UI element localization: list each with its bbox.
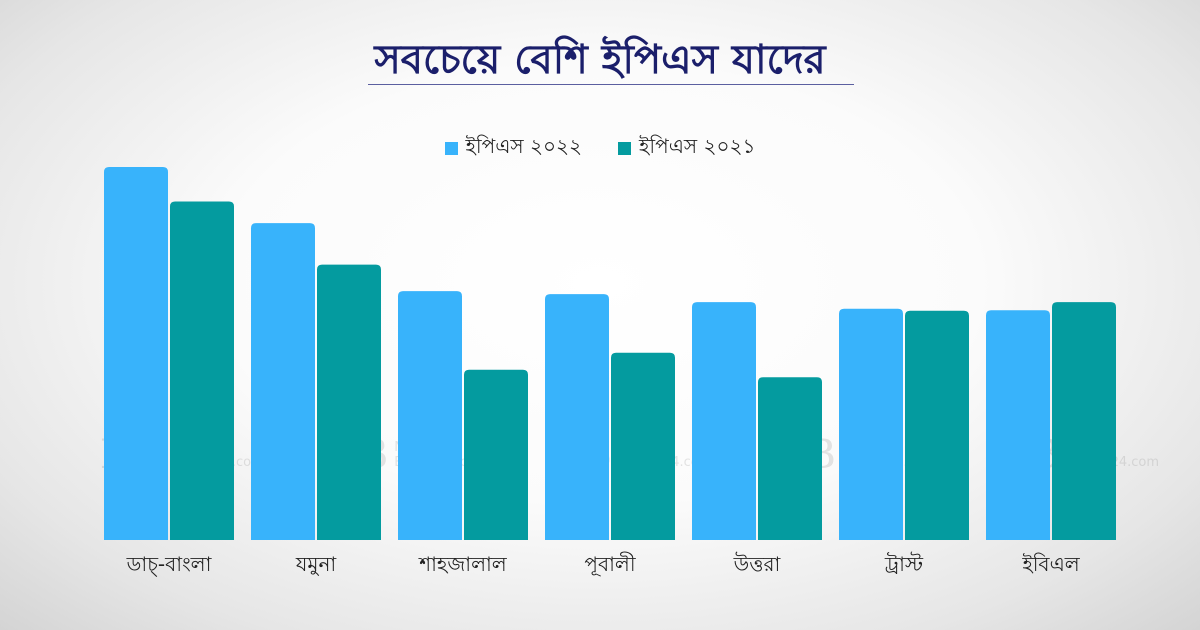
- bar-2022: [986, 310, 1050, 540]
- bar-2022: [839, 308, 903, 540]
- legend-item-2021: ইপিএস ২০২১: [618, 132, 756, 165]
- bar-2022: [104, 167, 168, 540]
- bar-2021: [758, 377, 822, 540]
- x-tick-label: ইবিএল: [1021, 552, 1080, 576]
- x-tick-label: পূবালী: [584, 552, 635, 576]
- legend-swatch-2021: [618, 142, 632, 155]
- bar-2021: [464, 369, 528, 540]
- x-tick-label: ট্রাস্ট: [884, 552, 924, 576]
- legend-label-2022: ইপিএস ২০২২: [465, 134, 583, 158]
- bar-2021: [1052, 302, 1116, 540]
- bar-2022: [251, 223, 315, 540]
- legend: ইপিএস ২০২২ ইপিএস ২০২১: [0, 132, 1200, 165]
- legend-label-2021: ইপিএস ২০২১: [639, 134, 756, 158]
- bar-2021: [170, 201, 234, 540]
- x-tick-label: উত্তরা: [733, 552, 782, 576]
- bar-2022: [398, 291, 462, 540]
- x-tick-label: ডাচ্-বাংলা: [126, 552, 213, 577]
- title-underline: [368, 84, 854, 85]
- chart-title: সবচেয়ে বেশি ইপিএস যাদের: [374, 37, 826, 83]
- x-tick-label: শাহজালাল: [418, 552, 508, 576]
- bar-2022: [692, 302, 756, 540]
- x-tick-label: যমুনা: [295, 552, 338, 576]
- bar-2021: [611, 352, 675, 540]
- bar-2022: [545, 294, 609, 540]
- bar-2021: [905, 310, 969, 540]
- bar-2021: [317, 264, 381, 540]
- legend-item-2022: ইপিএস ২০২২: [444, 132, 583, 165]
- legend-swatch-2022: [444, 142, 458, 155]
